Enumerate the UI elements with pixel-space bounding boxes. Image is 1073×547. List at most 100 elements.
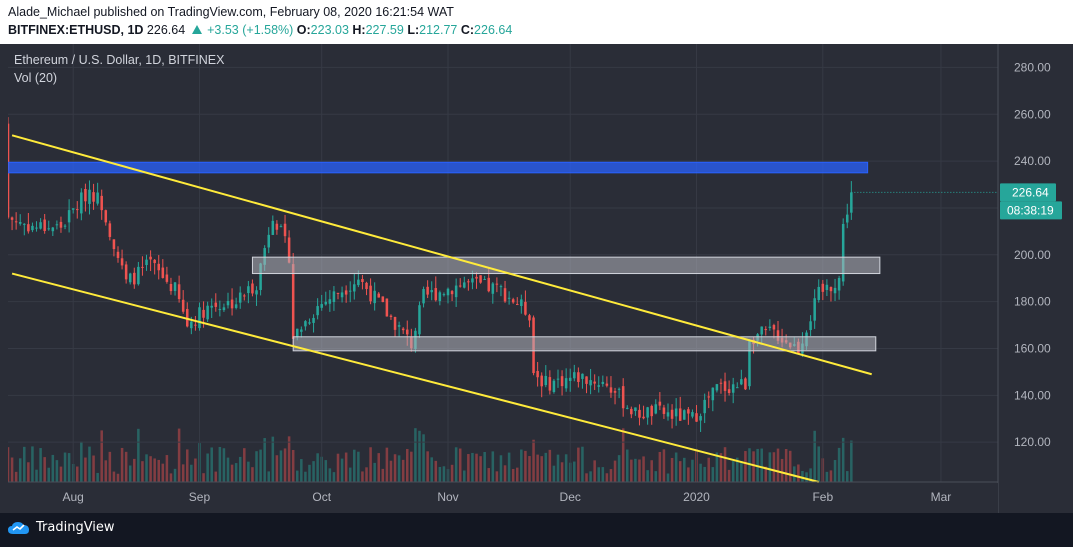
candle[interactable] bbox=[169, 277, 173, 295]
candle[interactable] bbox=[124, 261, 128, 284]
candle[interactable] bbox=[678, 396, 682, 422]
price-axis[interactable] bbox=[998, 44, 1073, 513]
candle[interactable] bbox=[177, 275, 181, 303]
candle[interactable] bbox=[650, 404, 653, 425]
candle[interactable] bbox=[475, 272, 478, 289]
candle[interactable] bbox=[731, 377, 735, 404]
candle[interactable] bbox=[55, 220, 59, 230]
candle[interactable] bbox=[243, 293, 246, 301]
channel-trendline[interactable] bbox=[11, 272, 819, 483]
candle[interactable] bbox=[597, 376, 601, 393]
candle[interactable] bbox=[511, 297, 515, 304]
candle[interactable] bbox=[401, 327, 405, 334]
candle[interactable] bbox=[230, 288, 234, 316]
candle[interactable] bbox=[128, 272, 132, 285]
candle[interactable] bbox=[479, 275, 482, 284]
candle[interactable] bbox=[658, 392, 662, 411]
candle[interactable] bbox=[312, 314, 315, 333]
candle[interactable] bbox=[707, 391, 711, 409]
candle[interactable] bbox=[218, 300, 222, 317]
candle[interactable] bbox=[589, 368, 592, 395]
candle[interactable] bbox=[422, 286, 425, 308]
candle[interactable] bbox=[463, 276, 466, 289]
candle[interactable] bbox=[153, 258, 156, 275]
candle[interactable] bbox=[271, 215, 275, 236]
candle[interactable] bbox=[446, 287, 450, 304]
candle[interactable] bbox=[67, 199, 71, 233]
tradingview-logo[interactable]: TradingView bbox=[8, 520, 115, 535]
candle[interactable] bbox=[43, 214, 46, 234]
candle[interactable] bbox=[120, 249, 124, 270]
candle[interactable] bbox=[75, 201, 79, 219]
candle[interactable] bbox=[670, 404, 674, 429]
candle[interactable] bbox=[300, 326, 303, 338]
candle[interactable] bbox=[646, 406, 649, 425]
candle[interactable] bbox=[499, 284, 503, 297]
candle[interactable] bbox=[654, 399, 658, 415]
candle[interactable] bbox=[841, 218, 845, 286]
candle[interactable] bbox=[194, 315, 197, 331]
candle[interactable] bbox=[149, 250, 152, 272]
resistance-zone[interactable] bbox=[7, 161, 869, 174]
candle[interactable] bbox=[214, 293, 218, 312]
candle[interactable] bbox=[332, 286, 336, 311]
candle[interactable] bbox=[687, 407, 690, 425]
candle[interactable] bbox=[137, 261, 140, 286]
candle[interactable] bbox=[397, 321, 401, 338]
candle[interactable] bbox=[515, 297, 519, 306]
candle[interactable] bbox=[84, 183, 87, 212]
candle[interactable] bbox=[772, 323, 776, 339]
candle[interactable] bbox=[609, 376, 613, 398]
candle[interactable] bbox=[593, 374, 596, 390]
candle[interactable] bbox=[369, 278, 372, 305]
candle[interactable] bbox=[304, 320, 307, 331]
candle[interactable] bbox=[625, 405, 629, 410]
candle[interactable] bbox=[157, 255, 161, 280]
candle[interactable] bbox=[340, 286, 344, 303]
candle[interactable] bbox=[198, 302, 201, 331]
candle[interactable] bbox=[165, 266, 169, 284]
channel-trendline[interactable] bbox=[11, 134, 872, 376]
candle[interactable] bbox=[528, 313, 531, 328]
candle[interactable] bbox=[393, 316, 397, 337]
candle[interactable] bbox=[845, 203, 849, 229]
candle[interactable] bbox=[768, 319, 772, 331]
candle[interactable] bbox=[674, 398, 678, 426]
candle[interactable] bbox=[666, 403, 670, 421]
candle[interactable] bbox=[715, 383, 719, 393]
candle[interactable] bbox=[585, 376, 588, 394]
candle[interactable] bbox=[10, 216, 14, 231]
candle[interactable] bbox=[548, 370, 552, 395]
candle[interactable] bbox=[821, 279, 825, 301]
candle[interactable] bbox=[850, 181, 853, 220]
price-chart[interactable]: 120.00140.00160.00180.00200.00220.00240.… bbox=[0, 44, 1073, 513]
candle[interactable] bbox=[275, 220, 279, 235]
candle[interactable] bbox=[483, 275, 486, 280]
candle[interactable] bbox=[695, 405, 698, 422]
candle[interactable] bbox=[556, 369, 560, 388]
candle[interactable] bbox=[96, 182, 99, 206]
candle[interactable] bbox=[764, 326, 768, 336]
candle[interactable] bbox=[251, 279, 254, 297]
candle[interactable] bbox=[495, 277, 499, 293]
candle[interactable] bbox=[434, 276, 438, 302]
candle[interactable] bbox=[377, 292, 381, 298]
candle[interactable] bbox=[234, 297, 238, 310]
candle[interactable] bbox=[27, 212, 30, 234]
candle[interactable] bbox=[328, 290, 332, 312]
candle[interactable] bbox=[51, 226, 55, 237]
candle[interactable] bbox=[601, 375, 605, 387]
candle[interactable] bbox=[560, 370, 564, 396]
candle[interactable] bbox=[450, 289, 454, 302]
candle[interactable] bbox=[222, 303, 226, 312]
candle[interactable] bbox=[173, 281, 177, 296]
candle[interactable] bbox=[520, 294, 523, 314]
candle[interactable] bbox=[540, 372, 543, 398]
candle[interactable] bbox=[829, 286, 833, 302]
candle[interactable] bbox=[454, 278, 458, 307]
candle[interactable] bbox=[385, 298, 389, 317]
candle[interactable] bbox=[703, 393, 706, 424]
candle[interactable] bbox=[104, 209, 108, 226]
candle[interactable] bbox=[568, 368, 572, 392]
candle[interactable] bbox=[536, 362, 539, 387]
